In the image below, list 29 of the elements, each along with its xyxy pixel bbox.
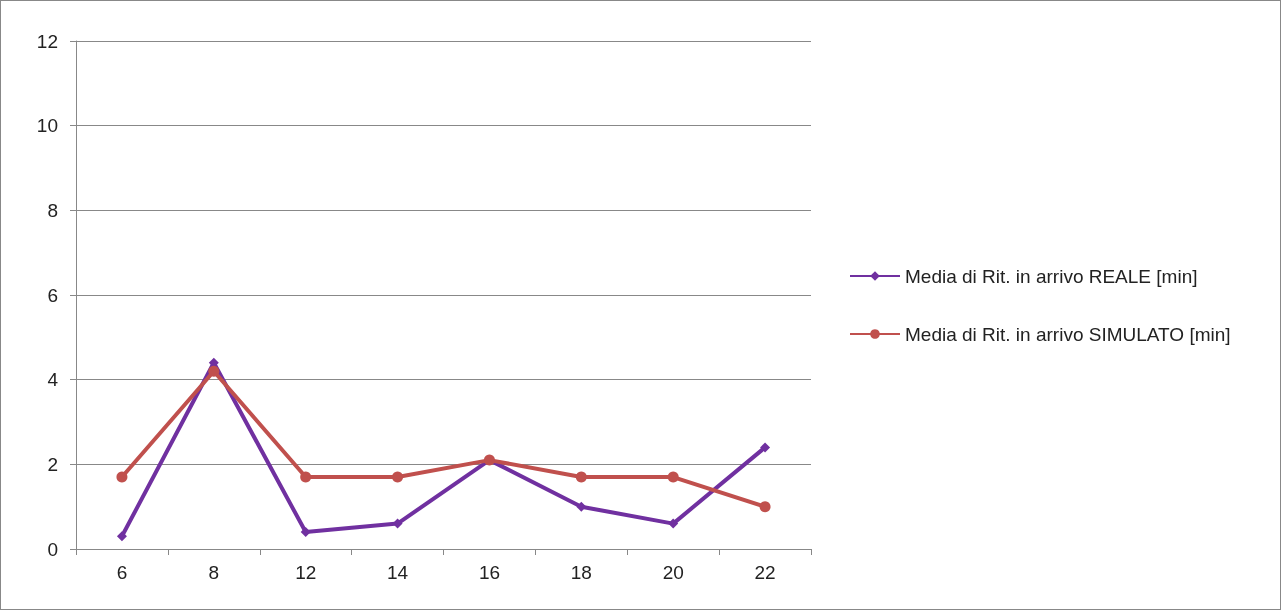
point	[668, 518, 679, 529]
x-tick-label: 20	[662, 562, 684, 583]
x-tick-label: 6	[116, 562, 128, 583]
y-tick-label: 10	[36, 115, 58, 137]
x-tick-label: 22	[754, 562, 776, 583]
point	[116, 471, 128, 483]
point	[575, 471, 587, 483]
x-tick-label: 8	[208, 562, 220, 583]
y-tick-label: 12	[36, 30, 58, 52]
y-tick-label: 6	[47, 284, 58, 306]
x-tick-label: 14	[386, 562, 409, 583]
point	[667, 471, 679, 483]
point	[759, 501, 771, 513]
y-tick-label: 4	[47, 369, 59, 391]
y-tick-label: 2	[47, 453, 58, 475]
point	[576, 501, 587, 512]
point	[760, 442, 771, 453]
point	[208, 365, 220, 377]
legend-label: Media di Rit. in arrivo SIMULATO [min]	[905, 323, 1231, 345]
x-tick-label: 16	[478, 562, 501, 583]
x-tick-label: 18	[570, 562, 592, 583]
point	[116, 531, 127, 542]
y-tick-label: 0	[47, 538, 58, 560]
y-tick-label: 8	[47, 199, 58, 221]
x-tick-label: 12	[295, 562, 317, 583]
point	[300, 471, 312, 483]
point	[300, 527, 311, 538]
legend-label: Media di Rit. in arrivo REALE [min]	[905, 265, 1198, 287]
point	[392, 471, 404, 483]
